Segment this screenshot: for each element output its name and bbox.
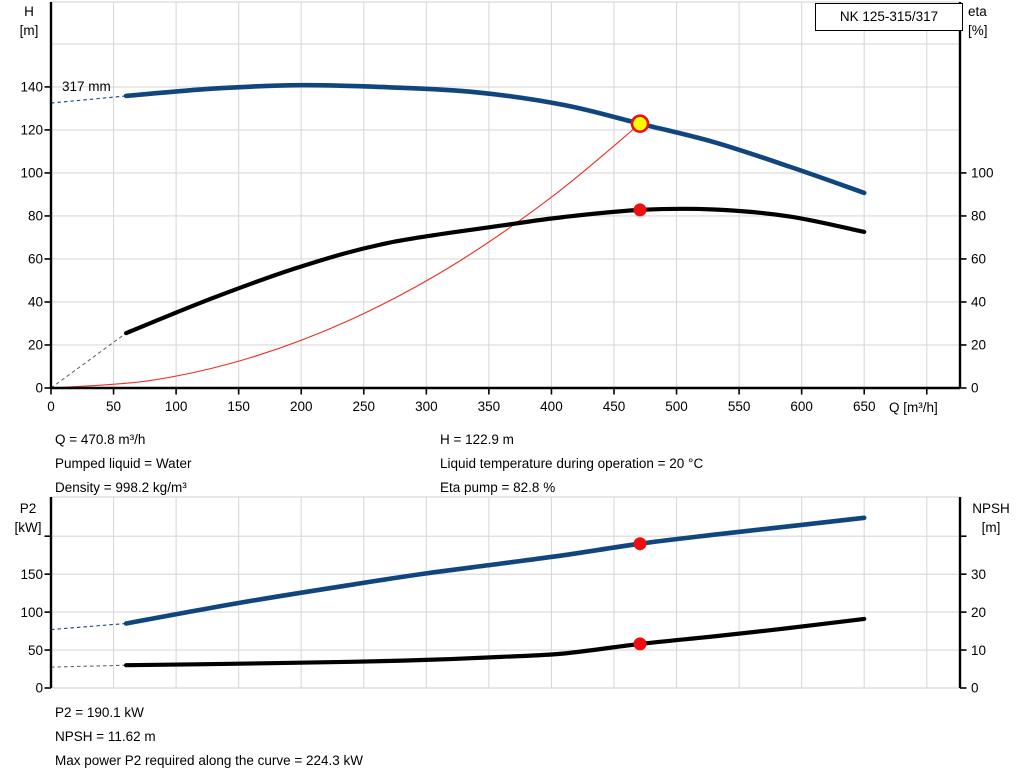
duty-head-text: H = 122.9 m xyxy=(440,432,514,447)
pump-model-box: NK 125-315/317 xyxy=(815,3,963,31)
max-power-text: Max power P2 required along the curve = … xyxy=(55,753,364,768)
tick-label: 650 xyxy=(853,399,876,414)
h-axis-unit: [m] xyxy=(19,23,39,38)
npsh-curve xyxy=(124,616,867,668)
duty-npsh-text: NPSH = 11.62 m xyxy=(55,729,156,744)
p2-axis-unit: [kW] xyxy=(14,520,42,535)
system-curve xyxy=(50,123,641,389)
tick-label: 30 xyxy=(971,567,986,582)
efficiency-curve-extrapolation xyxy=(50,332,127,389)
eta-axis-symbol: eta xyxy=(968,4,987,19)
liquid-temperature-text: Liquid temperature during operation = 20… xyxy=(440,456,704,471)
npsh-axis-unit: [m] xyxy=(981,520,1001,535)
p2-axis-symbol: P2 xyxy=(19,501,37,516)
tick-label: 10 xyxy=(971,643,986,658)
p2-axis-title: P2 [kW] xyxy=(8,499,48,537)
tick-label: 0 xyxy=(35,381,43,396)
tick-label: 350 xyxy=(478,399,501,414)
duty-point-qh-marker xyxy=(630,114,650,133)
tick-label: 100 xyxy=(20,605,43,620)
duty-point-eta-marker xyxy=(633,203,647,217)
tick-label: 200 xyxy=(290,399,313,414)
eta-axis-title: eta [%] xyxy=(968,2,1008,40)
p2-curve xyxy=(123,515,867,626)
eta-pump-text: Eta pump = 82.8 % xyxy=(440,480,556,495)
tick-label: 40 xyxy=(28,295,43,310)
tick-label: 300 xyxy=(415,399,438,414)
duty-power-text: P2 = 190.1 kW xyxy=(55,705,144,720)
tick-label: 100 xyxy=(971,166,994,181)
p2-curve-extrapolation xyxy=(50,622,127,631)
tick-label: 100 xyxy=(20,166,43,181)
tick-label: 20 xyxy=(971,338,986,353)
pumped-liquid-text: Pumped liquid = Water xyxy=(55,456,192,471)
tick-label: 0 xyxy=(35,681,43,696)
duty-point-p2-marker xyxy=(633,537,647,551)
tick-label: 400 xyxy=(540,399,563,414)
eta-axis-unit: [%] xyxy=(968,23,988,38)
impeller-size-label: 317 mm xyxy=(62,79,111,94)
tick-label: 150 xyxy=(20,567,43,582)
tick-label: 140 xyxy=(20,80,43,95)
tick-label: 50 xyxy=(106,399,121,414)
tick-label: 150 xyxy=(227,399,250,414)
tick-label: 20 xyxy=(971,605,986,620)
density-text: Density = 998.2 kg/m³ xyxy=(55,480,187,495)
tick-label: 80 xyxy=(971,209,986,224)
head-curve-317mm xyxy=(123,82,867,196)
tick-label: 100 xyxy=(165,399,188,414)
q-axis-unit-label: Q [m³/h] xyxy=(889,400,938,415)
efficiency-curve xyxy=(124,206,867,336)
tick-label: 20 xyxy=(28,338,43,353)
tick-label: 60 xyxy=(28,252,43,267)
duty-annotations-right: H = 122.9 m Liquid temperature during op… xyxy=(440,428,703,500)
duty-annotations-left: Q = 470.8 m³/h Pumped liquid = Water Den… xyxy=(55,428,191,500)
pump-model-label: NK 125-315/317 xyxy=(839,9,939,24)
tick-label: 0 xyxy=(47,399,55,414)
tick-label: 450 xyxy=(603,399,626,414)
h-axis-symbol: H xyxy=(24,4,34,19)
tick-label: 0 xyxy=(971,681,979,696)
tick-label: 120 xyxy=(20,123,43,138)
tick-label: 500 xyxy=(665,399,688,414)
tick-label: 50 xyxy=(28,643,43,658)
head-curve-317mm-extrapolation xyxy=(50,95,127,104)
power-annotations: P2 = 190.1 kW NPSH = 11.62 m Max power P… xyxy=(55,701,363,773)
tick-label: 250 xyxy=(353,399,376,414)
duty-flow-text: Q = 470.8 m³/h xyxy=(55,432,146,447)
tick-label: 60 xyxy=(971,252,986,267)
tick-label: 80 xyxy=(28,209,43,224)
duty-point-npsh-marker xyxy=(633,637,647,651)
tick-label: 0 xyxy=(971,381,979,396)
tick-label: 40 xyxy=(971,295,986,310)
tick-label: 600 xyxy=(790,399,813,414)
h-axis-title: H [m] xyxy=(10,2,48,40)
npsh-axis-title: NPSH [m] xyxy=(964,499,1018,537)
tick-label: 550 xyxy=(728,399,751,414)
npsh-axis-symbol: NPSH xyxy=(972,501,1010,516)
npsh-curve-extrapolation xyxy=(50,664,127,668)
